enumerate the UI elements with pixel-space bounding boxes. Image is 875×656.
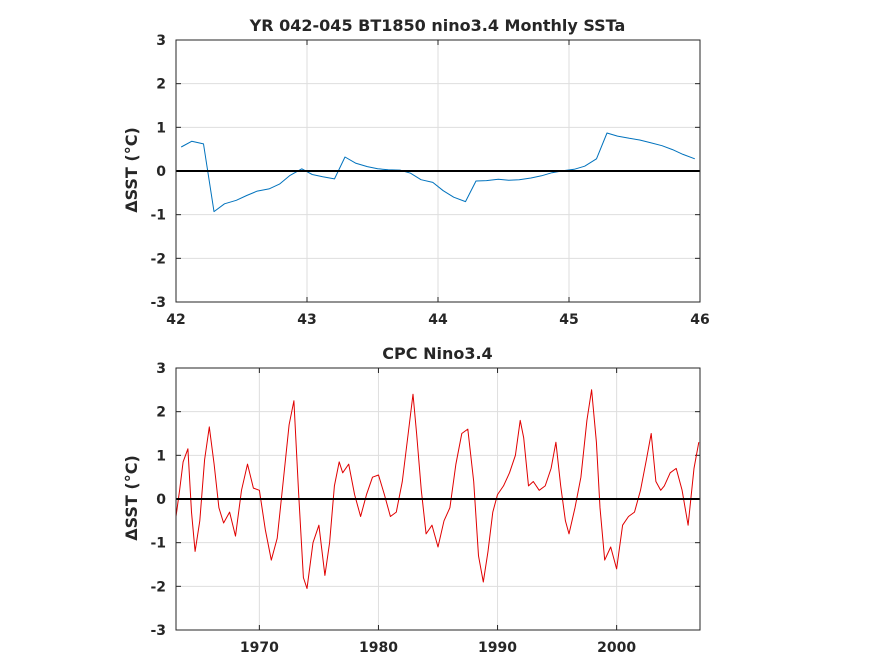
x-tick-label: 1970 xyxy=(240,640,279,656)
y-tick-label: 1 xyxy=(156,448,166,464)
chart-title: YR 042-045 BT1850 nino3.4 Monthly SSTa xyxy=(249,16,626,35)
axes-frame xyxy=(175,367,701,631)
y-tick-label: -2 xyxy=(150,579,166,595)
series-line xyxy=(175,389,700,589)
axes-frame xyxy=(175,39,701,303)
y-tick-label: -3 xyxy=(150,623,166,639)
y-axis-label: ΔSST (°C) xyxy=(122,127,141,213)
cpc-nino34-panel: CPC Nino3.4 ΔSST (°C) 3 2 1 0 -1 -2 -3 1970 1980… xyxy=(122,344,701,656)
series-line xyxy=(180,132,695,213)
x-tick-label: 46 xyxy=(690,312,709,328)
y-tick-label: -1 xyxy=(150,536,166,552)
nino34-model-panel: YR 042-045 BT1850 nino3.4 Monthly SSTa Δ… xyxy=(122,16,710,328)
y-tick-label: 3 xyxy=(156,33,166,49)
tick-labels: 3 2 1 0 -1 -2 -342 43 44 45 46 xyxy=(150,33,709,328)
y-tick-label: 1 xyxy=(156,120,166,136)
y-tick-label: 0 xyxy=(156,492,166,508)
x-tick-label: 1990 xyxy=(478,640,517,656)
y-tick-label: 2 xyxy=(156,405,166,421)
x-tick-label: 42 xyxy=(166,312,185,328)
x-tick-label: 43 xyxy=(297,312,316,328)
x-tick-label: 2000 xyxy=(597,640,636,656)
y-tick-label: 2 xyxy=(156,77,166,93)
chart-title: CPC Nino3.4 xyxy=(382,344,492,363)
y-tick-label: -3 xyxy=(150,295,166,311)
y-tick-label: -1 xyxy=(150,208,166,224)
tick-labels: 3 2 1 0 -1 -2 -3 1970 1980 1990 2000 xyxy=(150,361,636,656)
y-axis-label: ΔSST (°C) xyxy=(122,455,141,541)
y-tick-label: -2 xyxy=(150,251,166,267)
x-tick-label: 44 xyxy=(428,312,448,328)
x-tick-label: 1980 xyxy=(359,640,398,656)
y-tick-label: 0 xyxy=(156,164,166,180)
y-tick-label: 3 xyxy=(156,361,166,377)
x-tick-label: 45 xyxy=(559,312,578,328)
